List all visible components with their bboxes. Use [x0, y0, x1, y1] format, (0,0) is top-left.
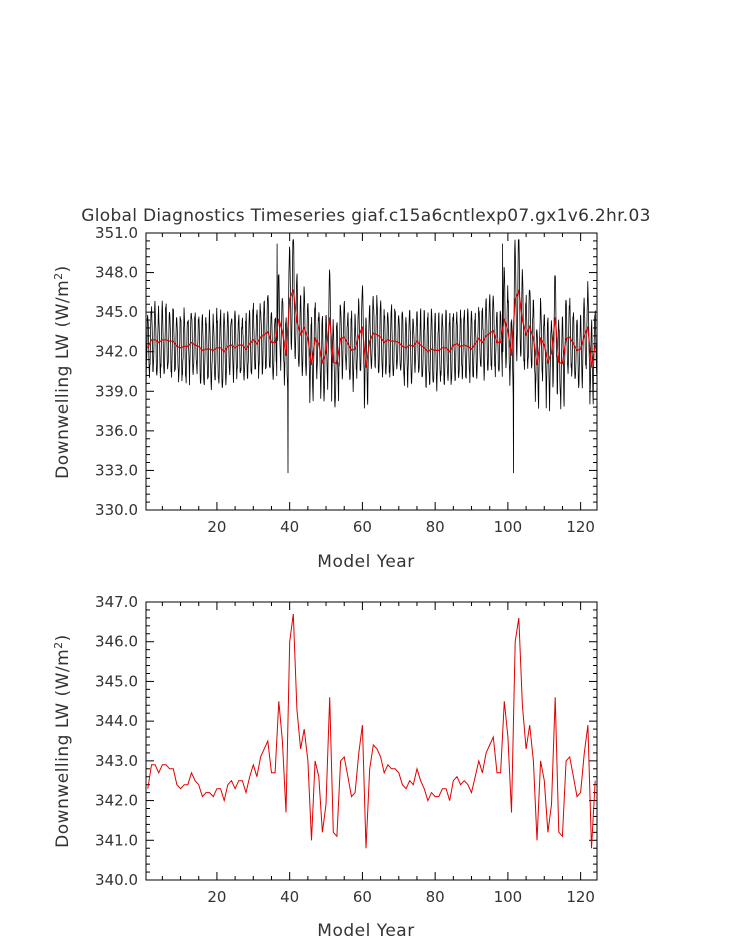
- annual-mean-series-line: [147, 613, 596, 849]
- monthly-series-line: [145, 239, 598, 474]
- top-y-tick-labels: 330.0 333.0 336.0 339.0 342.0 345.0 348.0 351.0: [95, 224, 138, 519]
- x-tick-label: 100: [494, 888, 523, 906]
- x-tick-label: 20: [207, 888, 226, 906]
- top-axis-ticks: [146, 232, 597, 511]
- y-tick-label: 342.0: [95, 343, 138, 361]
- bottom-y-axis-label: Downwelling LW (W/m2): [52, 634, 74, 848]
- y-tick-label: 345.0: [95, 672, 138, 690]
- x-tick-label: 60: [353, 888, 372, 906]
- top-x-axis-label: Model Year: [317, 552, 414, 572]
- chart-title: Global Diagnostics Timeseries giaf.c15a6…: [81, 206, 651, 226]
- y-tick-label: 348.0: [95, 264, 138, 282]
- y-tick-label: 339.0: [95, 382, 138, 400]
- y-tick-label: 333.0: [95, 461, 138, 479]
- y-tick-label: 342.0: [95, 792, 138, 810]
- x-tick-label: 80: [426, 518, 445, 536]
- x-tick-label: 60: [353, 518, 372, 536]
- bottom-y-tick-labels: 340.0 341.0 342.0 343.0 344.0 345.0 346.0 347.0: [95, 593, 138, 889]
- bottom-axis-ticks: [146, 601, 597, 881]
- bottom-panel: 340.0 341.0 342.0 343.0 344.0 345.0 346.0 347.0…: [52, 593, 598, 941]
- y-tick-label: 341.0: [95, 831, 138, 849]
- x-tick-label: 80: [426, 888, 445, 906]
- bottom-x-axis-label: Model Year: [317, 921, 414, 941]
- top-panel: 330.0 333.0 336.0 339.0 342.0 345.0 348.0 351.0…: [52, 224, 598, 572]
- x-tick-label: 100: [494, 518, 523, 536]
- y-tick-label: 346.0: [95, 633, 138, 651]
- x-tick-label: 40: [280, 518, 299, 536]
- y-tick-label: 347.0: [95, 593, 138, 611]
- top-plot-frame: [145, 232, 598, 511]
- annual-mean-series-line: [147, 288, 596, 368]
- y-tick-label: 340.0: [95, 871, 138, 889]
- y-tick-label: 343.0: [95, 752, 138, 770]
- y-tick-label: 330.0: [95, 501, 138, 519]
- y-tick-label: 351.0: [95, 224, 138, 242]
- y-tick-label: 345.0: [95, 303, 138, 321]
- x-tick-label: 120: [566, 518, 595, 536]
- x-tick-label: 40: [280, 888, 299, 906]
- y-tick-label: 344.0: [95, 712, 138, 730]
- top-y-axis-label: Downwelling LW (W/m2): [52, 265, 74, 479]
- x-tick-label: 20: [207, 518, 226, 536]
- x-tick-label: 120: [566, 888, 595, 906]
- bottom-plot-frame: [145, 601, 598, 881]
- top-x-tick-labels: 20 40 60 80 100 120: [207, 518, 595, 536]
- y-tick-label: 336.0: [95, 422, 138, 440]
- bottom-x-tick-labels: 20 40 60 80 100 120: [207, 888, 595, 906]
